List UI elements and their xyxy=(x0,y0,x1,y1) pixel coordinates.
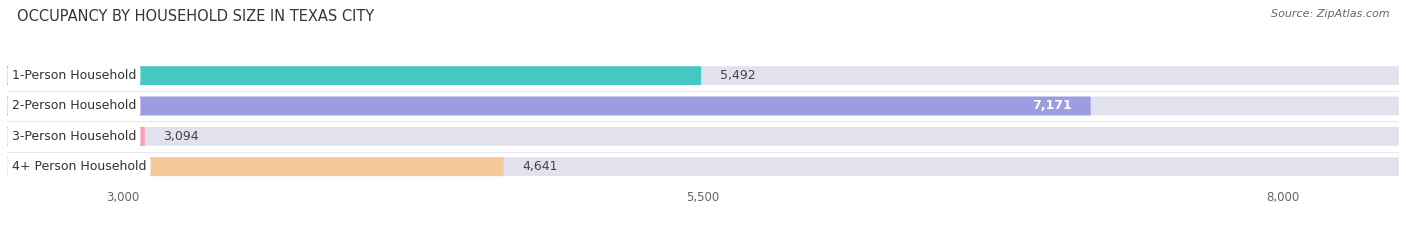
Text: 7,171: 7,171 xyxy=(1032,99,1073,113)
FancyBboxPatch shape xyxy=(7,97,1399,115)
Text: 4+ Person Household: 4+ Person Household xyxy=(11,160,146,173)
FancyBboxPatch shape xyxy=(7,127,145,146)
Text: 3-Person Household: 3-Person Household xyxy=(11,130,136,143)
FancyBboxPatch shape xyxy=(7,66,702,85)
Text: OCCUPANCY BY HOUSEHOLD SIZE IN TEXAS CITY: OCCUPANCY BY HOUSEHOLD SIZE IN TEXAS CIT… xyxy=(17,9,374,24)
FancyBboxPatch shape xyxy=(7,66,1399,85)
FancyBboxPatch shape xyxy=(7,127,1399,146)
Text: 1-Person Household: 1-Person Household xyxy=(11,69,136,82)
Text: 2-Person Household: 2-Person Household xyxy=(11,99,136,113)
FancyBboxPatch shape xyxy=(7,157,1399,176)
Text: Source: ZipAtlas.com: Source: ZipAtlas.com xyxy=(1271,9,1389,19)
Text: 3,094: 3,094 xyxy=(163,130,200,143)
Text: 4,641: 4,641 xyxy=(522,160,558,173)
FancyBboxPatch shape xyxy=(7,157,503,176)
FancyBboxPatch shape xyxy=(7,97,1091,115)
Text: 5,492: 5,492 xyxy=(720,69,755,82)
